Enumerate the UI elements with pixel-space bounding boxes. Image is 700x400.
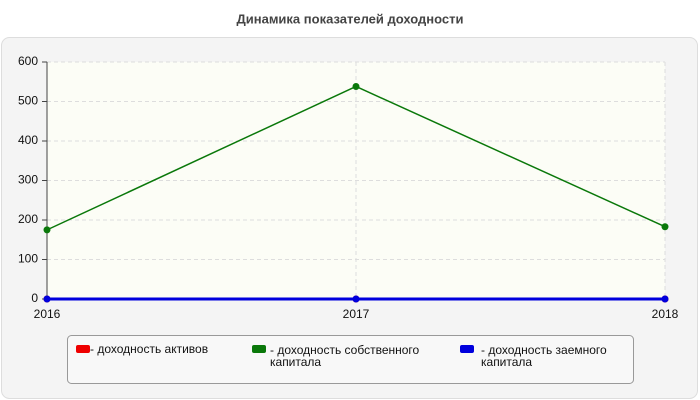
legend-label: - доходность собственного капитала bbox=[270, 343, 420, 369]
legend-swatch bbox=[76, 345, 90, 353]
point bbox=[43, 295, 51, 303]
legend-swatch bbox=[252, 345, 266, 353]
point bbox=[661, 295, 669, 303]
y-tick-label: 500 bbox=[18, 94, 38, 108]
y-tick-label: 600 bbox=[18, 54, 38, 68]
chart-title: Динамика показателей доходности bbox=[236, 11, 463, 26]
y-tick-label: 300 bbox=[18, 173, 38, 187]
y-tick-label: 200 bbox=[18, 212, 38, 226]
x-tick-label: 2018 bbox=[652, 307, 679, 321]
x-tick-label: 2016 bbox=[34, 307, 61, 321]
point bbox=[661, 223, 669, 231]
point bbox=[352, 295, 360, 303]
y-tick-label: 400 bbox=[18, 133, 38, 147]
legend-box bbox=[67, 335, 634, 384]
legend-label: - доходность активов bbox=[90, 342, 209, 356]
legend-label: - доходность заемного капитала bbox=[481, 343, 607, 369]
x-tick-label: 2017 bbox=[343, 307, 370, 321]
legend-swatch bbox=[460, 345, 474, 353]
point bbox=[352, 82, 360, 90]
y-tick-label: 100 bbox=[18, 252, 38, 266]
point bbox=[43, 226, 51, 234]
y-tick-label: 0 bbox=[31, 291, 38, 305]
